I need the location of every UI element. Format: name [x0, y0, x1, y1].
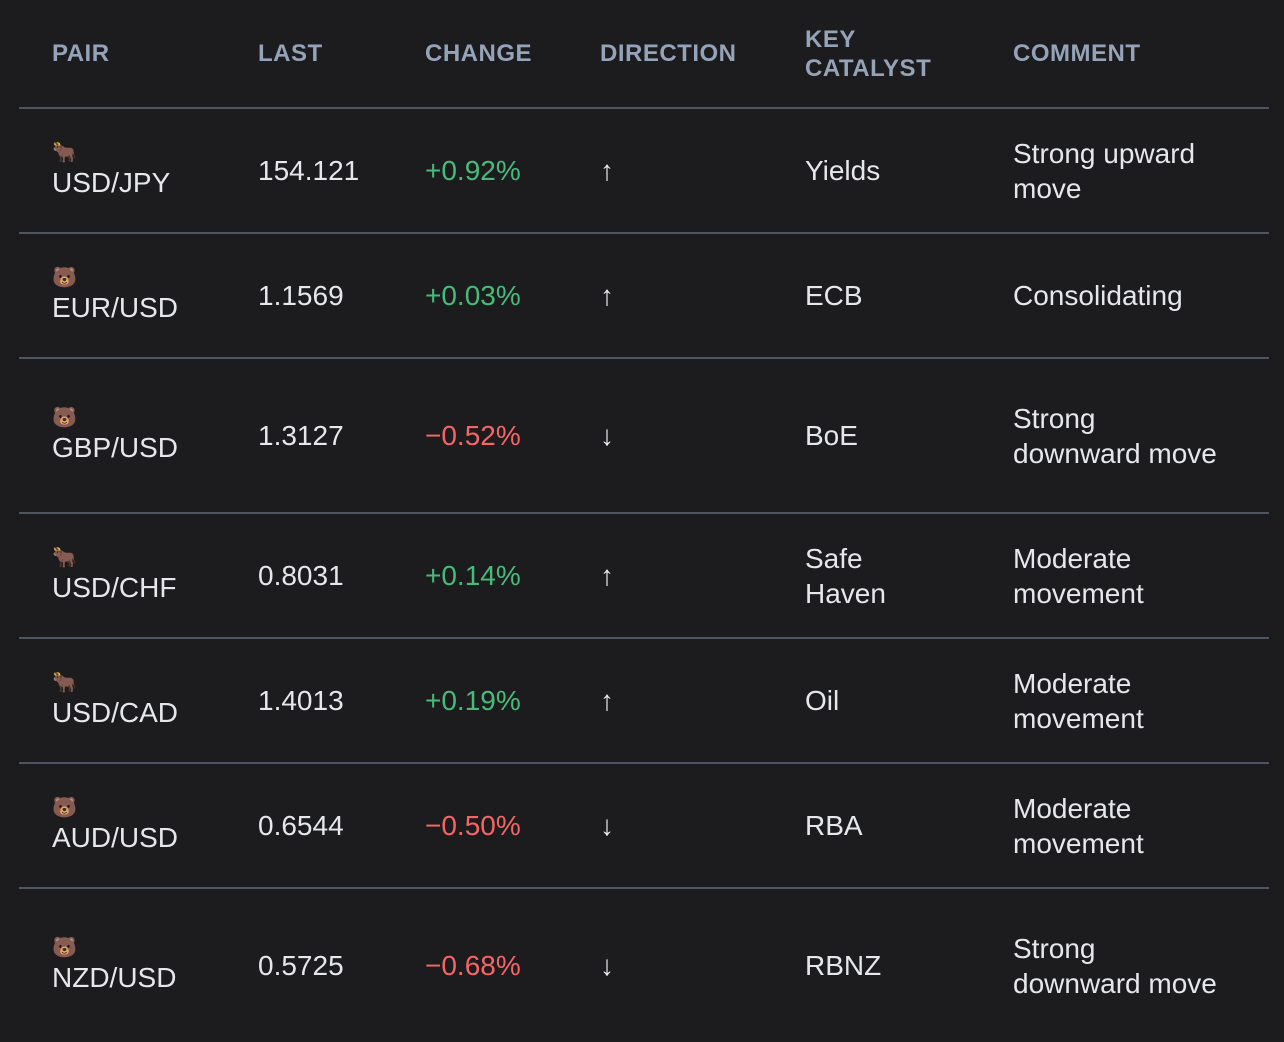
- comment-value: Strong downward move: [1013, 888, 1269, 1042]
- arrow-down-icon: ↓: [600, 763, 805, 889]
- catalyst-value: Oil: [805, 638, 1013, 764]
- last-value: 0.5725: [258, 950, 344, 981]
- last-value: 1.3127: [258, 358, 425, 514]
- comment-label: Moderate movement: [1013, 667, 1144, 734]
- bear-icon: 🐻: [52, 937, 77, 959]
- header-key-catalyst: KEY CATALYST: [805, 0, 1013, 109]
- bull-icon: 🐂: [52, 672, 77, 694]
- comment-label: Strong upward move: [1013, 137, 1196, 204]
- change-value: +0.19%: [425, 638, 600, 764]
- catalyst-label: Yields: [805, 155, 881, 186]
- catalyst-label: RBA: [805, 810, 863, 841]
- catalyst-value: BoE: [805, 358, 1013, 514]
- header-last: LAST: [258, 0, 425, 109]
- catalyst-value: ECB: [805, 233, 1013, 359]
- bear-icon: 🐻: [52, 267, 77, 289]
- bull-icon: 🐂: [52, 547, 77, 569]
- change-value: +0.14%: [425, 513, 600, 639]
- table-row: 🐻 EUR/USD 1.1569 +0.03% ↑ ECB Consolidati…: [19, 233, 1269, 359]
- comment-value: Strong downward move: [1013, 358, 1269, 514]
- fx-table: PAIR LAST CHANGE DIRECTION KEY CATALYST …: [19, 0, 1269, 1042]
- table-row: 🐻 AUD/USD 0.6544 −0.50% ↓ RBA Moderate mo…: [19, 763, 1269, 889]
- pair-label: USD/CAD: [52, 697, 179, 728]
- last-value: 0.8031: [258, 513, 425, 639]
- arrow-down-icon: ↓: [600, 950, 614, 981]
- header-change: CHANGE: [425, 0, 600, 109]
- comment-label: Consolidating: [1013, 280, 1183, 311]
- bear-icon: 🐻: [52, 407, 77, 429]
- change-value: −0.68%: [425, 950, 521, 981]
- bear-icon: 🐻: [52, 797, 77, 819]
- last-value: 1.1569: [258, 233, 425, 359]
- table-row: 🐂 USD/CHF 0.8031 +0.14% ↑ Safe Haven Mode…: [19, 513, 1269, 639]
- catalyst-value: RBA: [805, 763, 1013, 889]
- table-row: 🐂 USD/JPY 154.121 +0.92% ↑ Yields Strong …: [19, 108, 1269, 234]
- change-value: +0.03%: [425, 233, 600, 359]
- catalyst-value: RBNZ: [805, 888, 1013, 1042]
- pair-cell: 🐻 GBP/USD: [19, 358, 258, 514]
- comment-label: Moderate movement: [1013, 792, 1144, 859]
- comment-value: Strong upward move: [1013, 108, 1269, 234]
- table-row: 🐻 GBP/USD 1.3127 −0.52% ↓ BoE Strong down…: [19, 358, 1269, 514]
- last-value: 1.4013: [258, 638, 425, 764]
- change-value: +0.92%: [425, 108, 600, 234]
- arrow-up-icon: ↑: [600, 233, 805, 359]
- catalyst-value: Yields: [805, 108, 1013, 234]
- table-row: 🐂 USD/CAD 1.4013 +0.19% ↑ Oil Moderate mo…: [19, 638, 1269, 764]
- arrow-down-icon: ↓: [600, 358, 805, 514]
- pair-label: GBP/USD: [52, 432, 179, 463]
- table-row: 🐻 NZD/USD 0.5725 −0.68% ↓ RBNZ Strong dow…: [19, 888, 1269, 1042]
- pair-cell: 🐻 NZD/USD: [19, 888, 258, 1042]
- pair-cell: 🐂 USD/JPY: [19, 108, 258, 234]
- pair-label: USD/JPY: [52, 167, 171, 198]
- last-value: 0.6544: [258, 763, 425, 889]
- header-key-catalyst-label: KEY CATALYST: [805, 25, 932, 82]
- comment-label: Strong downward move: [1013, 932, 1217, 999]
- arrow-up-icon: ↑: [600, 108, 805, 234]
- header-direction: DIRECTION: [600, 0, 805, 109]
- pair-label: AUD/USD: [52, 822, 179, 853]
- last-value: 154.121: [258, 108, 425, 234]
- comment-value: Moderate movement: [1013, 763, 1269, 889]
- pair-cell: 🐂 USD/CAD: [19, 638, 258, 764]
- catalyst-label: ECB: [805, 280, 863, 311]
- change-value: −0.52%: [425, 358, 600, 514]
- comment-label: Moderate movement: [1013, 542, 1144, 609]
- bull-icon: 🐂: [52, 142, 77, 164]
- change-value: −0.50%: [425, 763, 600, 889]
- pair-cell: 🐂 USD/CHF: [19, 513, 258, 639]
- catalyst-value: Safe Haven: [805, 513, 1013, 639]
- catalyst-label: BoE: [805, 420, 858, 451]
- header-comment: COMMENT: [1013, 0, 1269, 109]
- pair-cell: 🐻 AUD/USD: [19, 763, 258, 889]
- pair-label: USD/CHF: [52, 572, 177, 603]
- header-row: PAIR LAST CHANGE DIRECTION KEY CATALYST …: [19, 0, 1269, 109]
- comment-value: Moderate movement: [1013, 513, 1269, 639]
- arrow-up-icon: ↑: [600, 638, 805, 764]
- comment-value: Moderate movement: [1013, 638, 1269, 764]
- catalyst-label: Oil: [805, 685, 840, 716]
- comment-label: Strong downward move: [1013, 402, 1217, 469]
- arrow-up-icon: ↑: [600, 513, 805, 639]
- catalyst-label: Safe Haven: [805, 542, 886, 609]
- comment-value: Consolidating: [1013, 233, 1269, 359]
- header-pair: PAIR: [19, 0, 258, 109]
- catalyst-label: RBNZ: [805, 950, 882, 981]
- pair-label: NZD/USD: [52, 962, 177, 993]
- pair-label: EUR/USD: [52, 292, 179, 323]
- pair-cell: 🐻 EUR/USD: [19, 233, 258, 359]
